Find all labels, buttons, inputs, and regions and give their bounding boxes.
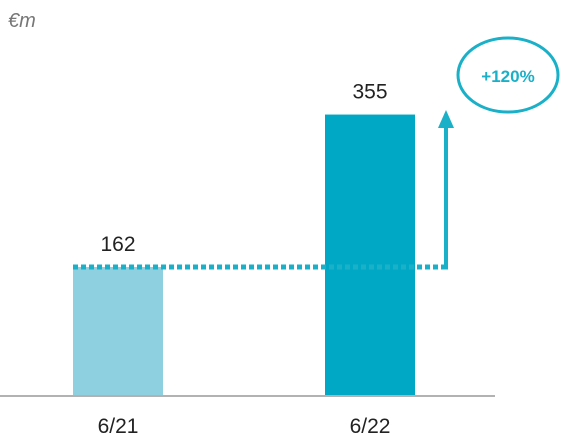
x-tick-label-6/21: 6/21 [98,415,139,438]
data-label-6/21: 162 [100,233,135,256]
growth-annotation-bubble [456,36,560,114]
data-label-6/22: 355 [352,81,387,104]
growth-arrow-head [438,110,454,128]
bar-6/21 [73,267,163,395]
x-tick-label-6/22: 6/22 [350,415,391,438]
bar-6/22 [325,114,415,396]
growth-annotation-label: +120% [481,67,534,86]
unit-label: €m [8,10,36,32]
